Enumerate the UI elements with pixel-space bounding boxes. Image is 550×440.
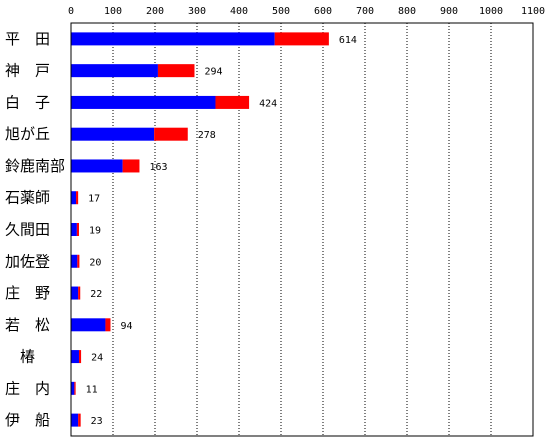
bars — [71, 32, 329, 427]
x-tick-label: 900 — [440, 6, 458, 17]
data-label: 22 — [90, 289, 102, 300]
data-label: 278 — [198, 130, 216, 141]
bar-segment-series-2 — [274, 32, 329, 46]
bar-segment-series-1 — [71, 95, 216, 109]
data-label: 614 — [339, 35, 357, 46]
bar-segment-series-2 — [76, 223, 79, 236]
plot-border — [70, 22, 534, 437]
plot-frame — [70, 22, 534, 437]
bar-segment-series-1 — [71, 64, 158, 78]
data-label: 294 — [204, 67, 222, 78]
data-label: 163 — [149, 162, 167, 173]
bar-segment-series-2 — [215, 95, 250, 109]
bar-segment-series-2 — [78, 286, 81, 300]
bar-segment-series-1 — [71, 191, 77, 205]
category-label: 神 戸 — [5, 62, 50, 80]
bar-segment-series-1 — [71, 381, 75, 395]
bar-segment-series-1 — [71, 318, 106, 332]
category-label: 若 松 — [5, 316, 50, 334]
grid-lines — [112, 23, 492, 436]
bar-segment-series-2 — [78, 350, 82, 364]
x-tick-label: 600 — [314, 6, 332, 17]
bar-segment-series-2 — [76, 191, 79, 205]
bar-segment-series-2 — [122, 159, 140, 173]
bar-segment-series-1 — [71, 286, 79, 300]
data-label: 20 — [89, 257, 101, 268]
bar-segment-series-1 — [71, 159, 123, 173]
category-label: 平 田 — [5, 30, 50, 48]
bar-segment-series-1 — [71, 413, 79, 427]
x-tick-label: 0 — [68, 6, 74, 17]
data-label: 94 — [120, 321, 132, 332]
category-label: 石薬師 — [5, 189, 50, 207]
data-label: 11 — [86, 384, 98, 395]
data-label: 23 — [91, 416, 103, 427]
bar-segment-series-1 — [71, 254, 78, 268]
x-tick-label: 100 — [104, 6, 122, 17]
data-label: 424 — [259, 98, 277, 109]
bar-segment-series-1 — [71, 127, 155, 141]
bar-segment-series-2 — [157, 64, 195, 78]
bar-segment-series-2 — [74, 381, 76, 395]
x-tick-label: 300 — [188, 6, 206, 17]
category-label: 白 子 — [5, 93, 50, 111]
x-tick-label: 500 — [272, 6, 290, 17]
data-label: 19 — [89, 226, 101, 237]
bar-segment-series-1 — [71, 223, 77, 236]
x-tick-label: 1100 — [521, 6, 545, 17]
data-labels: 614 294 424 278 163 17 19 20 22 94 24 11 23 — [86, 35, 357, 427]
bar-segment-series-2 — [105, 318, 111, 332]
category-label: 鈴鹿南部 — [5, 157, 65, 175]
category-label: 加佐登 — [5, 252, 50, 270]
x-tick-label: 200 — [146, 6, 164, 17]
category-label: 椿 — [5, 348, 35, 366]
x-tick-label: 400 — [230, 6, 248, 17]
bar-segment-series-1 — [71, 350, 79, 364]
data-label: 24 — [91, 353, 103, 364]
bar-segment-series-1 — [71, 32, 275, 46]
x-tick-label: 700 — [356, 6, 374, 17]
category-label: 伊 船 — [5, 411, 50, 429]
bar-segment-series-2 — [77, 254, 80, 268]
bar-segment-series-2 — [154, 127, 188, 141]
x-tick-label: 800 — [398, 6, 416, 17]
data-label: 17 — [88, 194, 100, 205]
category-label: 庄 内 — [5, 379, 50, 397]
category-label: 庄 野 — [5, 284, 50, 302]
x-tick-labels: 0 100 200 300 400 500 600 700 800 900 1000 1100 — [68, 6, 545, 17]
category-label: 旭が丘 — [5, 125, 50, 143]
x-tick-label: 1000 — [479, 6, 503, 17]
bar-segment-series-2 — [78, 413, 81, 427]
category-label: 久間田 — [5, 221, 50, 239]
